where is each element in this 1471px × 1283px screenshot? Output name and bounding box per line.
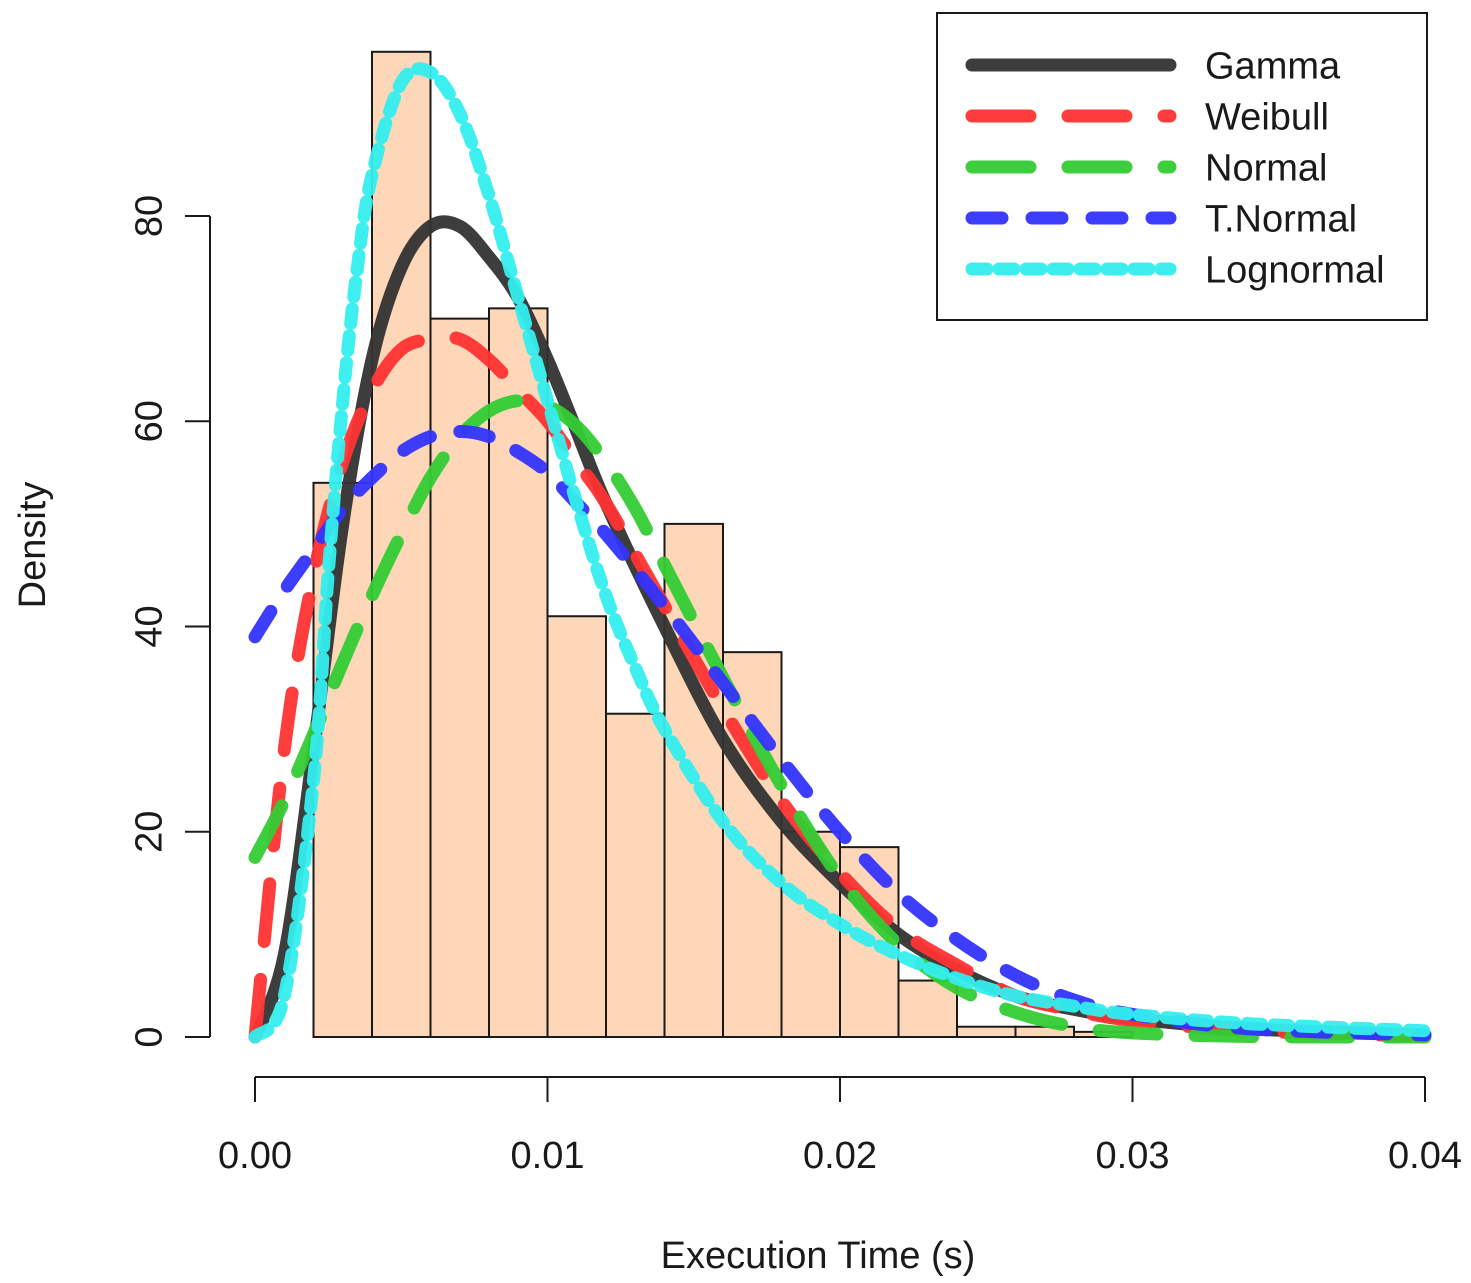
y-tick-label-40: 40 [128, 605, 170, 647]
x-tick-label-0: 0.00 [218, 1135, 292, 1177]
y-tick-label-60: 60 [128, 400, 170, 442]
x-axis-label: Execution Time (s) [661, 1235, 976, 1277]
histogram-bars [312, 50, 1134, 1039]
x-tick-label-4: 0.04 [1388, 1135, 1462, 1177]
y-tick-label-0: 0 [128, 1026, 170, 1047]
y-axis-label: Density [12, 482, 54, 609]
legend-label-normal: Normal [1205, 147, 1327, 189]
density-curve-t-normal [248, 425, 1432, 1042]
legend-label-weibull: Weibull [1205, 96, 1329, 138]
y-tick-label-80: 80 [128, 195, 170, 237]
histogram-bar-11 [897, 979, 958, 1039]
histogram-bar-5 [546, 615, 607, 1038]
legend-label-gamma: Gamma [1205, 45, 1341, 87]
y-tick-label-20: 20 [128, 811, 170, 853]
density-curve-lognormal [248, 62, 1432, 1044]
x-axis: 0.00 0.01 0.02 0.03 0.04 [218, 1076, 1462, 1177]
x-tick-label-3: 0.03 [1096, 1135, 1170, 1177]
legend-label-t-normal: T.Normal [1205, 198, 1357, 240]
density-curves [248, 62, 1432, 1044]
legend-label-lognormal: Lognormal [1205, 249, 1385, 291]
x-tick-label-2: 0.02 [803, 1135, 877, 1177]
density-curve-normal [248, 394, 1432, 1044]
y-axis: 0 20 40 60 80 [128, 195, 211, 1048]
histogram-bar-12 [956, 1025, 1017, 1039]
histogram-bar-6 [605, 712, 666, 1038]
legend: Gamma Weibull Normal T.Normal Lognormal [936, 12, 1428, 321]
histogram-bar-8 [722, 651, 783, 1038]
x-tick-label-1: 0.01 [511, 1135, 585, 1177]
